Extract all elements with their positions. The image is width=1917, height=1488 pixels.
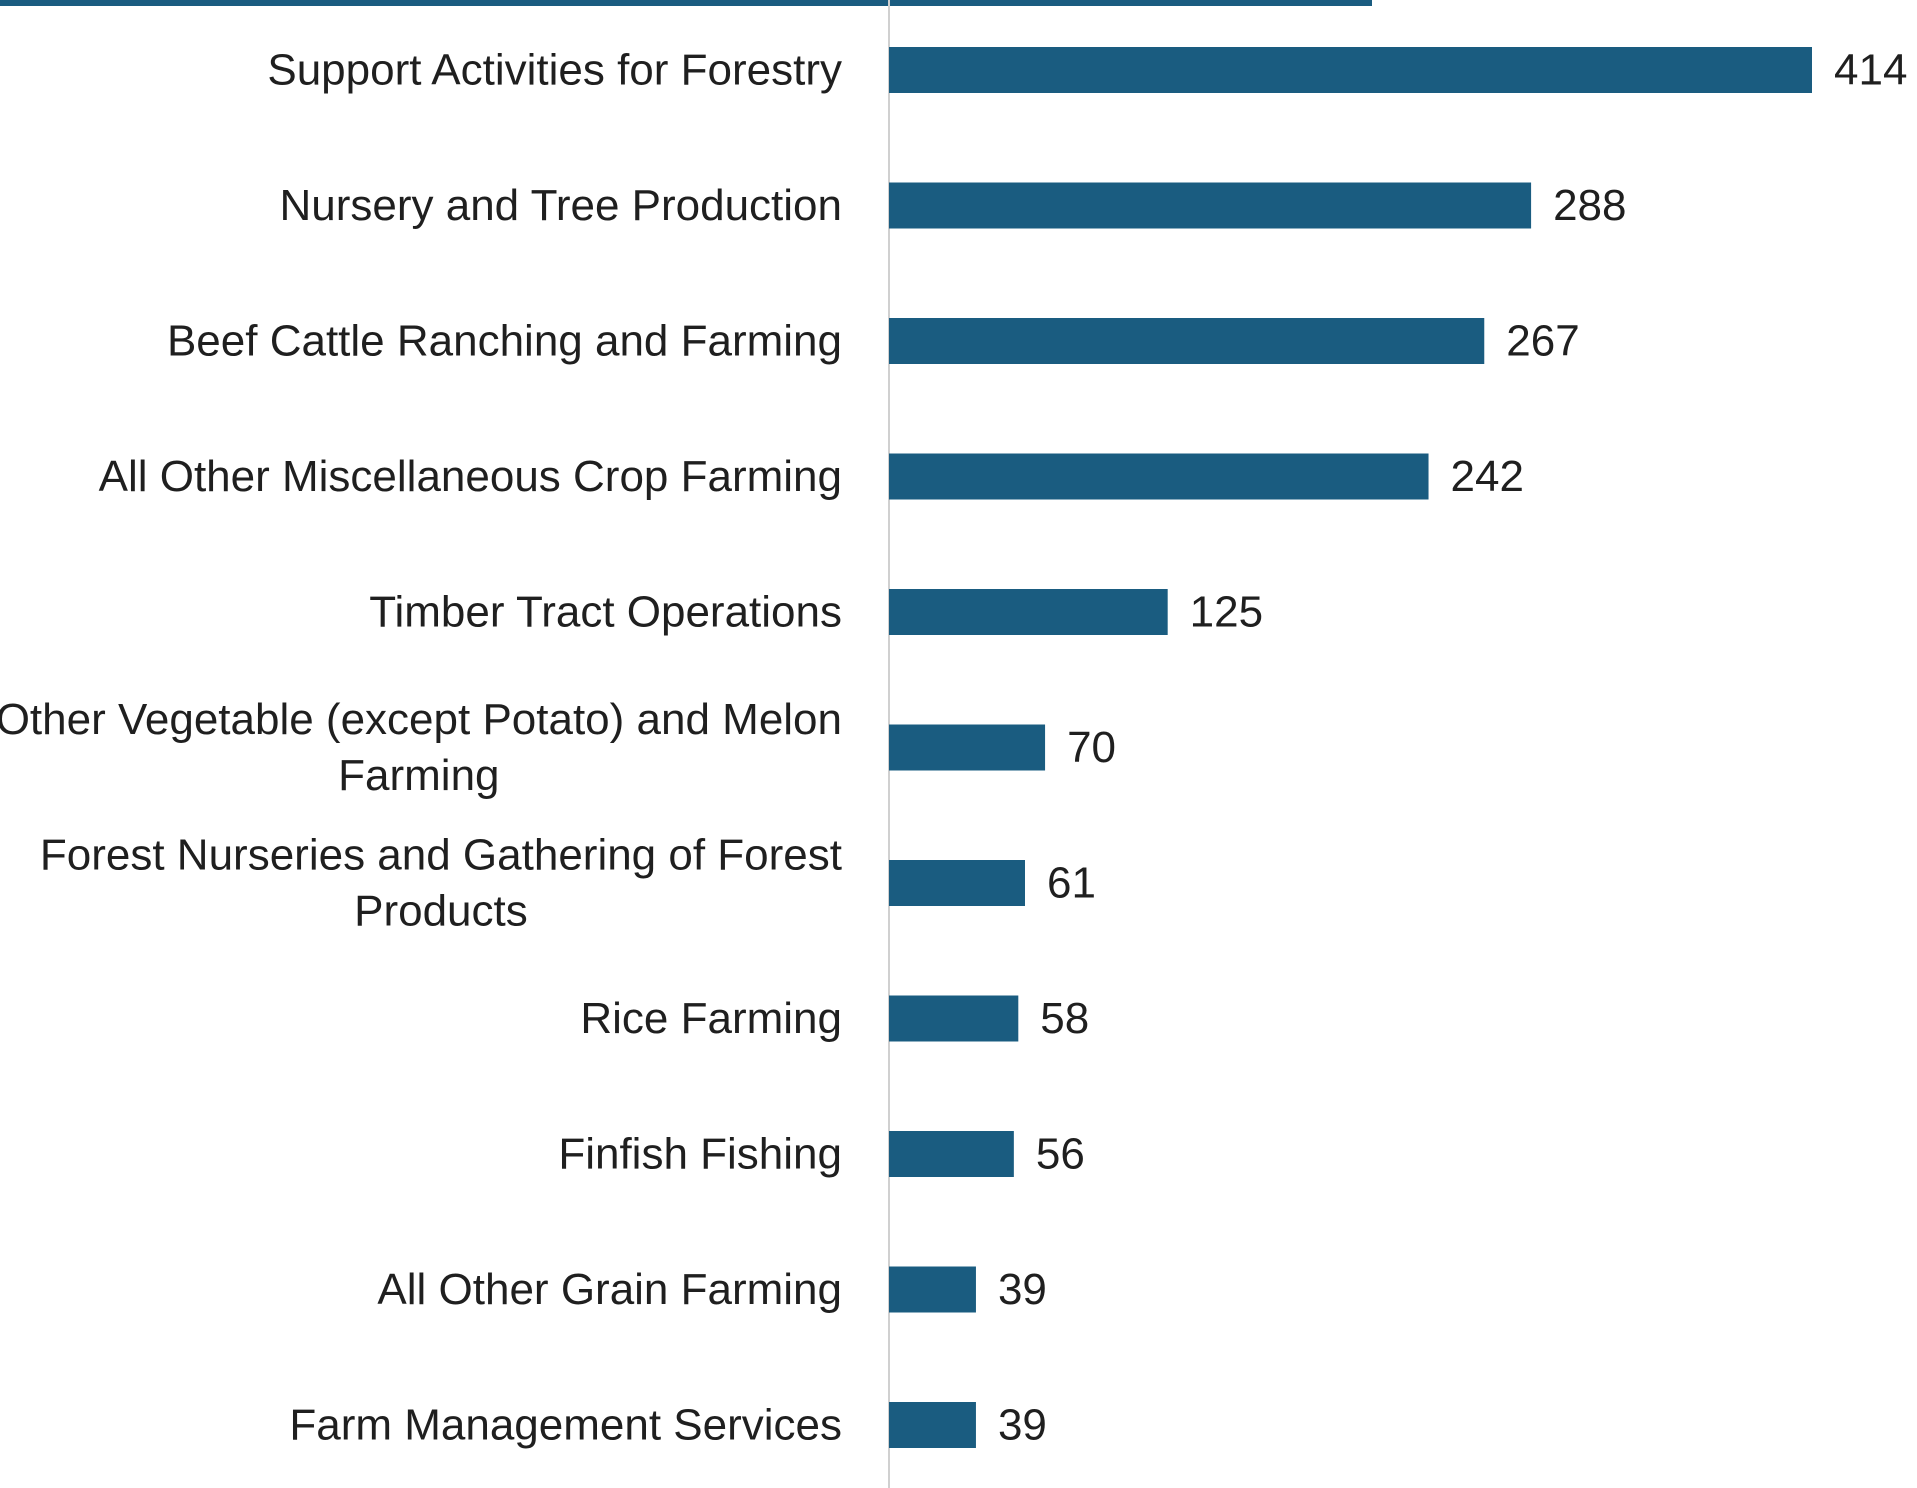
category-label: All Other Grain Farming <box>377 1265 842 1314</box>
category-label: Timber Tract Operations <box>369 588 842 637</box>
value-label: 39 <box>998 1265 1047 1314</box>
category-label: Support Activities for Forestry <box>267 46 842 95</box>
value-label: 70 <box>1067 723 1116 772</box>
value-label: 56 <box>1036 1130 1085 1179</box>
value-label: 61 <box>1047 859 1096 908</box>
value-label: 125 <box>1190 588 1263 637</box>
category-label: Finfish Fishing <box>558 1130 842 1179</box>
bar <box>889 995 1019 1042</box>
category-label: Rice Farming <box>580 994 842 1043</box>
bar <box>889 47 1812 93</box>
bar <box>889 1266 976 1313</box>
bar <box>889 453 1429 500</box>
category-label-line: Products <box>354 887 528 936</box>
category-label: Other Vegetable (except Potato) and Melo… <box>0 695 842 800</box>
category-label: Beef Cattle Ranching and Farming <box>167 317 842 366</box>
value-label: 39 <box>998 1401 1047 1450</box>
bar <box>889 724 1046 771</box>
category-label: All Other Miscellaneous Crop Farming <box>99 452 842 501</box>
category-label-line: Other Vegetable (except Potato) and Melo… <box>0 695 842 744</box>
category-label-line: Forest Nurseries and Gathering of Forest <box>40 831 842 880</box>
bar <box>889 1402 976 1448</box>
value-label: 414 <box>1834 46 1907 95</box>
category-label-line: Farming <box>338 751 499 800</box>
bar <box>889 318 1485 364</box>
category-label: Farm Management Services <box>289 1401 842 1450</box>
value-label: 267 <box>1506 317 1579 366</box>
value-label: 288 <box>1553 181 1626 230</box>
bar <box>889 589 1168 635</box>
value-label: 242 <box>1451 452 1524 501</box>
bar <box>889 1131 1014 1177</box>
category-label: Nursery and Tree Production <box>279 181 842 230</box>
top-border-line <box>0 0 1372 6</box>
category-label: Forest Nurseries and Gathering of Forest… <box>40 831 842 936</box>
value-label: 58 <box>1040 994 1089 1043</box>
bar <box>889 860 1025 906</box>
bar <box>889 182 1532 229</box>
